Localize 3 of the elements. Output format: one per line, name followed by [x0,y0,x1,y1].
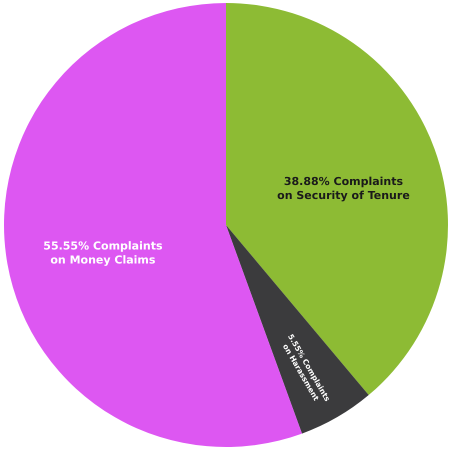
slice-label: 38.88% Complaints on Security of Tenure [277,175,410,202]
pie-slice [226,225,369,434]
slice-label: 55.55% Complaints on Money Claims [43,240,163,266]
